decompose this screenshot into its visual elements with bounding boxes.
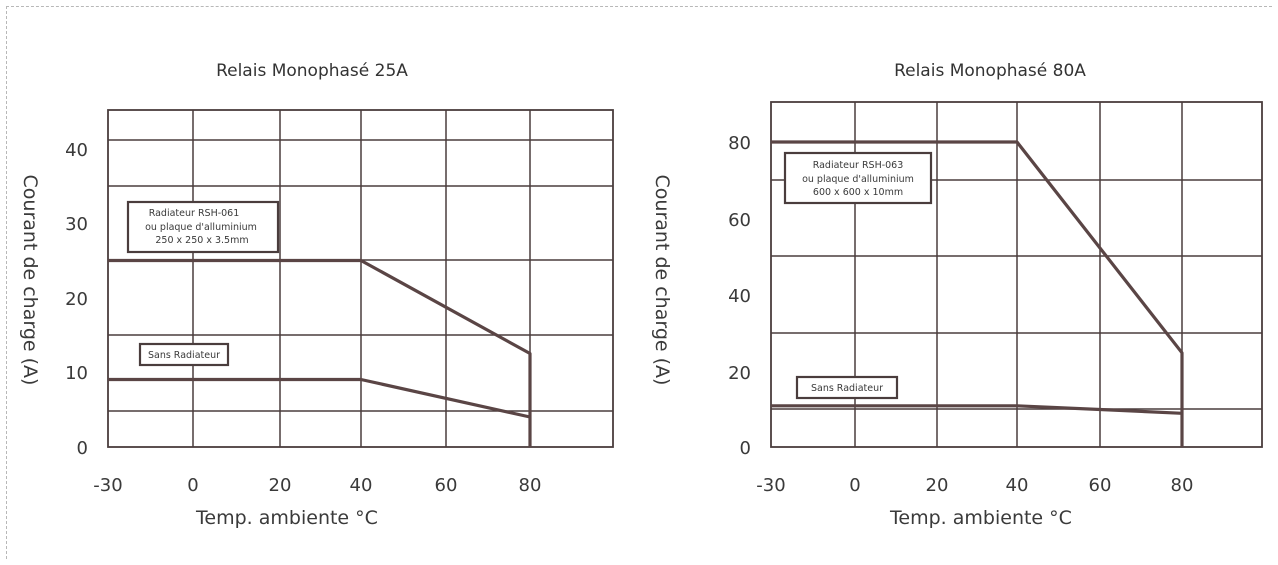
annotation-2: Sans Radiateur (795, 375, 899, 400)
plot-area (770, 101, 1263, 448)
x-tick-label: 60 (1089, 475, 1112, 496)
annotation-box (795, 375, 899, 400)
x-axis-title: Temp. ambiente °C (889, 507, 1072, 529)
chart-2: Relais Monophasé 80A-30 0 20 40 60 8002040608… (651, 61, 1263, 529)
chart-title: Relais Monophasé 25A (216, 61, 408, 81)
series-line-1 (108, 258, 532, 447)
plot-area (107, 109, 614, 448)
x-tick-label: 0 (849, 475, 860, 496)
x-tick-label: -30 (93, 475, 122, 496)
annotation-text: Sans Radiateur (148, 350, 220, 361)
grid (108, 110, 613, 447)
annotation-box (138, 342, 230, 367)
y-tick-label: 60 (728, 210, 751, 231)
x-tick-label: -30 (756, 475, 785, 496)
x-tick-label: 40 (1006, 475, 1029, 496)
annotation-box (126, 200, 280, 254)
annotation-text: Sans Radiateur (811, 383, 883, 394)
annotation-box (783, 151, 933, 205)
annotation-text: 250 x 250 x 3.5mm (155, 235, 248, 246)
x-tick-label: 20 (269, 475, 292, 496)
annotation-1: Radiateur RSH-063 ou plaque d'alluminium 6… (783, 151, 933, 205)
chart-title: Relais Monophasé 80A (894, 61, 1086, 81)
x-axis-title: Temp. ambiente °C (195, 507, 378, 529)
series-line-2 (771, 404, 1183, 415)
series-line-1 (771, 140, 1184, 447)
page-frame (6, 6, 1272, 559)
x-tick-label: 80 (519, 475, 542, 496)
y-tick-label: 10 (65, 363, 88, 384)
chart-1: Relais Monophasé 25A-30 0 20 40 60 8001020304… (19, 61, 614, 529)
annotation-text: ou plaque d'alluminium (802, 174, 914, 185)
x-tick-label: 60 (435, 475, 458, 496)
annotation-text: ou plaque d'alluminium (145, 222, 257, 233)
annotation-text: Radiateur RSH-063 (813, 160, 904, 171)
annotation-1: Radiateur RSH-061 ou plaque d'alluminium 2… (126, 200, 280, 254)
annotation-2: Sans Radiateur (138, 342, 230, 367)
y-axis-title: Courant de charge (A) (19, 175, 41, 386)
annotation-text: Radiateur RSH-061 (149, 208, 240, 219)
y-tick-label: 80 (728, 133, 751, 154)
y-axis-title: Courant de charge (A) (651, 175, 673, 386)
x-tick-label: 80 (1171, 475, 1194, 496)
y-tick-label: 20 (728, 363, 751, 384)
x-tick-label: 20 (926, 475, 949, 496)
y-tick-label: 30 (65, 214, 88, 235)
y-tick-label: 20 (65, 289, 88, 310)
y-tick-label: 0 (740, 438, 751, 459)
x-tick-label: 40 (350, 475, 373, 496)
y-tick-label: 0 (77, 438, 88, 459)
annotation-text: 600 x 600 x 10mm (813, 187, 903, 198)
y-tick-label: 40 (65, 140, 88, 161)
x-tick-label: 0 (187, 475, 198, 496)
series-line-2 (108, 377, 531, 419)
y-tick-label: 40 (728, 286, 751, 307)
